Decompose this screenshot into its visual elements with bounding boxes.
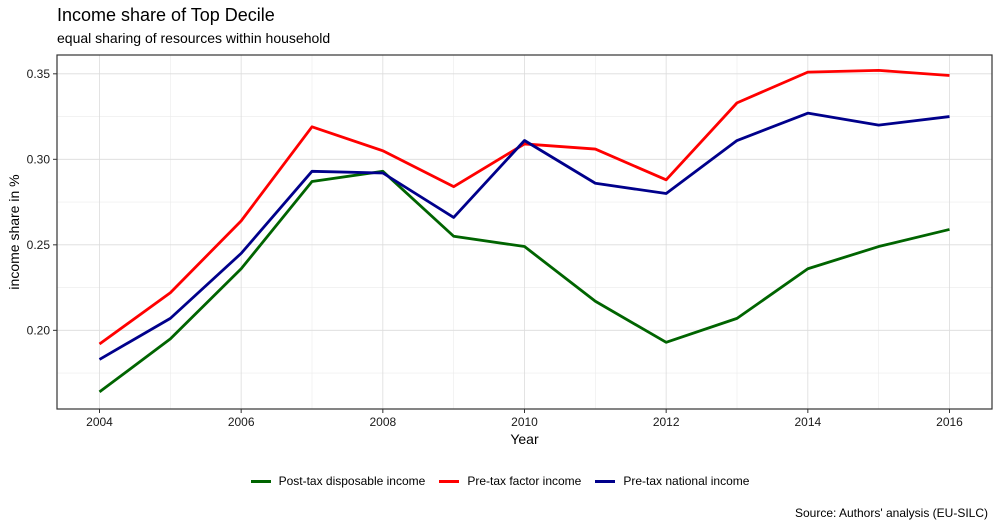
x-axis-title: Year [510, 431, 539, 447]
chart-title: Income share of Top Decile [57, 5, 275, 25]
x-tick-label: 2010 [511, 415, 538, 429]
x-tick-label: 2012 [653, 415, 680, 429]
legend-key [439, 479, 460, 483]
series-line [98, 111, 950, 361]
series-line [98, 68, 950, 346]
y-tick-label: 0.20 [27, 323, 51, 337]
legend-item: Pre-tax national income [595, 474, 749, 488]
chart-caption: Source: Authors' analysis (EU-SILC) [794, 506, 988, 520]
x-tick-label: 2008 [369, 415, 396, 429]
legend-item: Pre-tax factor income [439, 474, 581, 488]
major-gridlines [57, 55, 992, 409]
legend-item: Post-tax disposable income [250, 474, 426, 488]
x-tick-label: 2016 [936, 415, 963, 429]
y-tick-label: 0.30 [27, 152, 51, 166]
series-lines [98, 68, 950, 394]
legend-label: Pre-tax national income [623, 474, 750, 488]
y-tick-label: 0.25 [27, 238, 51, 252]
x-tick-label: 2006 [228, 415, 255, 429]
y-axis-title: income share in % [6, 174, 22, 289]
legend-key [250, 479, 271, 483]
chart-legend: Post-tax disposable income Pre-tax factor… [0, 474, 1000, 488]
legend-label: Post-tax disposable income [278, 474, 426, 488]
legend-label: Pre-tax factor income [467, 474, 582, 488]
y-tick-label: 0.35 [27, 67, 51, 81]
x-tick-label: 2004 [86, 415, 113, 429]
chart-subtitle: equal sharing of resources within househ… [57, 30, 331, 46]
series-line [98, 169, 950, 394]
x-tick-label: 2014 [794, 415, 821, 429]
axis-ticks: 2004 2006 2008 2010 2012 2014 2016 0.20 0.25 0.30… [27, 67, 964, 429]
legend-key [595, 479, 616, 483]
